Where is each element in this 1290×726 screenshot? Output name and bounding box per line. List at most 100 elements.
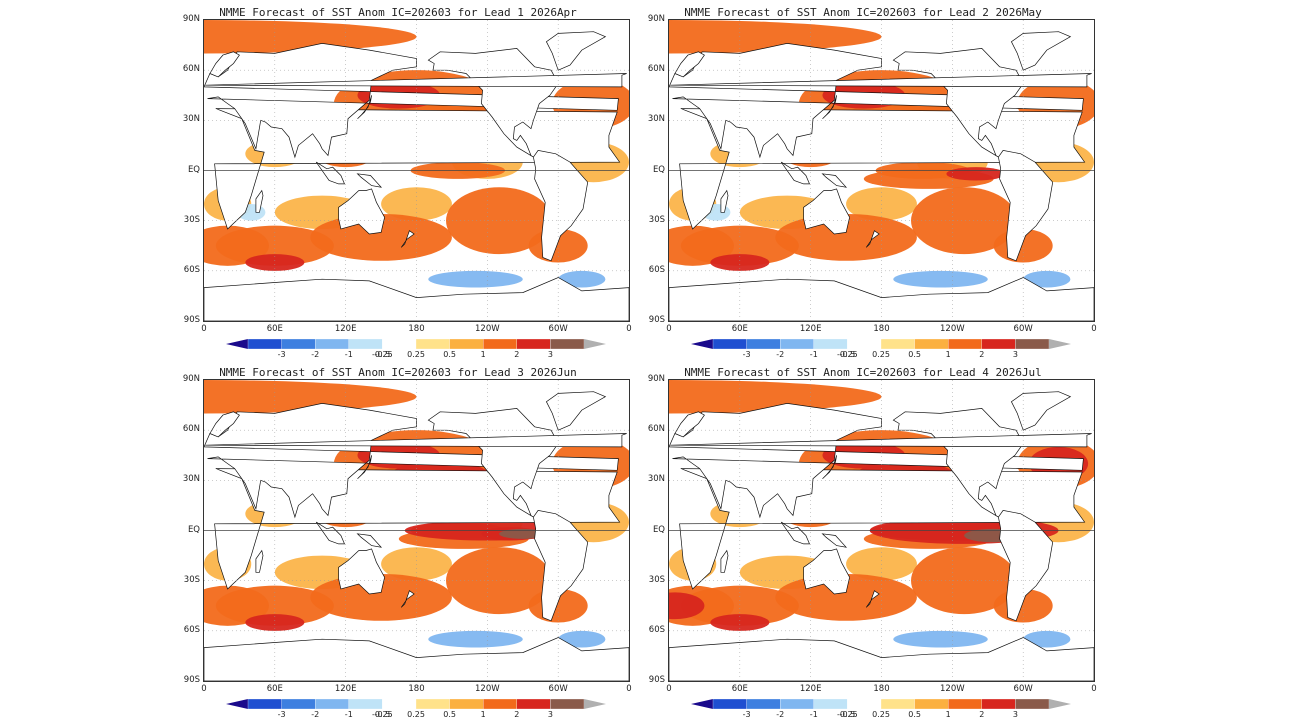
colorbar-swatch <box>483 698 517 710</box>
land-outline <box>780 161 811 185</box>
lat-tick-label: 30S <box>183 214 200 225</box>
lat-tick-label: 90N <box>647 374 665 384</box>
lon-tick-label: 120W <box>475 324 500 334</box>
land-outline <box>803 188 850 235</box>
colorbar-arrow-high <box>584 339 606 349</box>
panel-title: NMME Forecast of SST Anom IC=202603 for … <box>684 366 1042 379</box>
anomaly-region-weak-warm <box>846 547 917 581</box>
lat-tick-label: 90S <box>183 315 200 325</box>
colorbar-arrow-high <box>1049 699 1071 709</box>
colorbar-swatch <box>382 698 417 710</box>
colorbar-swatch <box>247 698 282 710</box>
lat-tick-label: EQ <box>652 164 665 175</box>
land-outline <box>357 455 372 479</box>
colorbar-tick-label: -3 <box>742 350 751 359</box>
colorbar-swatch <box>780 338 814 350</box>
anomaly-region-warm <box>245 614 305 631</box>
lon-tick-label: 120E <box>799 684 822 694</box>
land-outline <box>669 43 1084 159</box>
colorbar-arrow-low <box>691 339 713 349</box>
lat-tick-label: 30S <box>648 214 665 225</box>
colorbar-swatch <box>550 338 585 350</box>
lat-tick-label: 30N <box>647 474 665 485</box>
colorbar-tick-label: 0.5 <box>443 350 456 359</box>
colorbar-tick-label: -0.25 <box>372 350 393 359</box>
land-outline <box>204 277 629 321</box>
colorbar-swatch <box>348 338 383 350</box>
colorbar-swatch <box>516 698 551 710</box>
anomaly-region-warm <box>446 187 553 255</box>
colorbar-tick-label: -0.5 <box>839 350 856 359</box>
sst-anomaly-map <box>669 380 1094 681</box>
panel-title: NMME Forecast of SST Anom IC=202603 for … <box>684 6 1042 19</box>
colorbar-swatch <box>880 698 915 710</box>
anomaly-region-warm <box>245 254 305 271</box>
lat-tick-label: 30N <box>647 114 665 125</box>
colorbar-swatch <box>914 338 949 350</box>
land-outline <box>209 51 240 78</box>
lon-tick-label: 120W <box>940 324 965 334</box>
lat-tick-label: 60N <box>182 424 200 435</box>
lon-tick-label: 60W <box>548 324 568 334</box>
colorbar-tick-label: -1 <box>809 350 818 359</box>
colorbar-swatch <box>281 698 316 710</box>
land-outline <box>357 95 372 119</box>
land-outline <box>204 403 619 519</box>
lon-tick-label: 0 <box>666 684 672 694</box>
colorbar-swatch <box>1015 698 1050 710</box>
lat-tick-label: 60S <box>183 624 200 635</box>
map-panel-lead-1: NMME Forecast of SST Anom IC=202603 for … <box>168 6 632 359</box>
lon-tick-label: 0 <box>201 684 207 694</box>
land-outline <box>821 533 848 548</box>
colorbar-swatch <box>712 338 747 350</box>
land-outline <box>780 521 811 545</box>
lat-tick-label: EQ <box>187 164 200 175</box>
anomaly-region-warm <box>669 380 882 414</box>
colorbar-swatch <box>449 698 484 710</box>
colorbar-swatch <box>746 338 781 350</box>
lat-tick-label: 60S <box>648 264 665 275</box>
colorbar-swatch <box>281 338 316 350</box>
colorbar-tick-label: -1 <box>809 710 818 719</box>
lat-tick-label: 90N <box>182 14 200 24</box>
lon-tick-label: 60E <box>266 684 283 694</box>
land-outline <box>670 433 1092 448</box>
land-outline <box>204 43 619 159</box>
colorbar-tick-label: 1 <box>480 350 486 359</box>
lat-tick-label: EQ <box>652 524 665 535</box>
lon-tick-label: 60E <box>731 324 748 334</box>
colorbar-tick-label: -3 <box>742 710 751 719</box>
anomaly-region-cool <box>893 270 988 288</box>
lat-tick-label: 30N <box>182 114 200 125</box>
map-panel-lead-3: NMME Forecast of SST Anom IC=202603 for … <box>168 366 632 719</box>
lat-tick-label: 60N <box>647 424 665 435</box>
colorbar-tick-label: -2 <box>776 350 785 359</box>
map-panel-lead-4: NMME Forecast of SST Anom IC=202603 for … <box>633 366 1097 719</box>
colorbar-swatch <box>415 338 450 350</box>
lon-tick-label: 0 <box>1091 324 1097 334</box>
anomaly-region-warm <box>204 225 269 266</box>
map-panel-lead-2: NMME Forecast of SST Anom IC=202603 for … <box>633 6 1097 359</box>
colorbar-tick-label: -2 <box>776 710 785 719</box>
lat-tick-label: 60N <box>182 64 200 75</box>
land-outline <box>356 173 383 188</box>
colorbar-tick-label: -3 <box>277 350 286 359</box>
land-outline <box>865 230 880 248</box>
lon-tick-label: 180 <box>408 324 425 334</box>
lat-tick-label: EQ <box>187 524 200 535</box>
colorbar-tick-label: -1 <box>344 710 353 719</box>
land-outline <box>356 533 383 548</box>
anomaly-region-weak-warm <box>381 187 452 221</box>
land-outline <box>998 150 1054 262</box>
colorbar-swatch <box>415 698 450 710</box>
anomaly-region-warm <box>204 20 417 54</box>
anomaly-region-cool <box>893 630 988 648</box>
colorbar-tick-label: 3 <box>547 710 553 719</box>
colorbar-tick-label: 2 <box>979 350 985 359</box>
lat-tick-label: 90N <box>647 14 665 24</box>
colorbar-tick-label: 0.25 <box>872 710 890 719</box>
anomaly-region-warm <box>911 547 1018 615</box>
land-outline <box>205 73 627 88</box>
colorbar-swatch <box>348 698 383 710</box>
sst-anomaly-map <box>204 20 629 321</box>
